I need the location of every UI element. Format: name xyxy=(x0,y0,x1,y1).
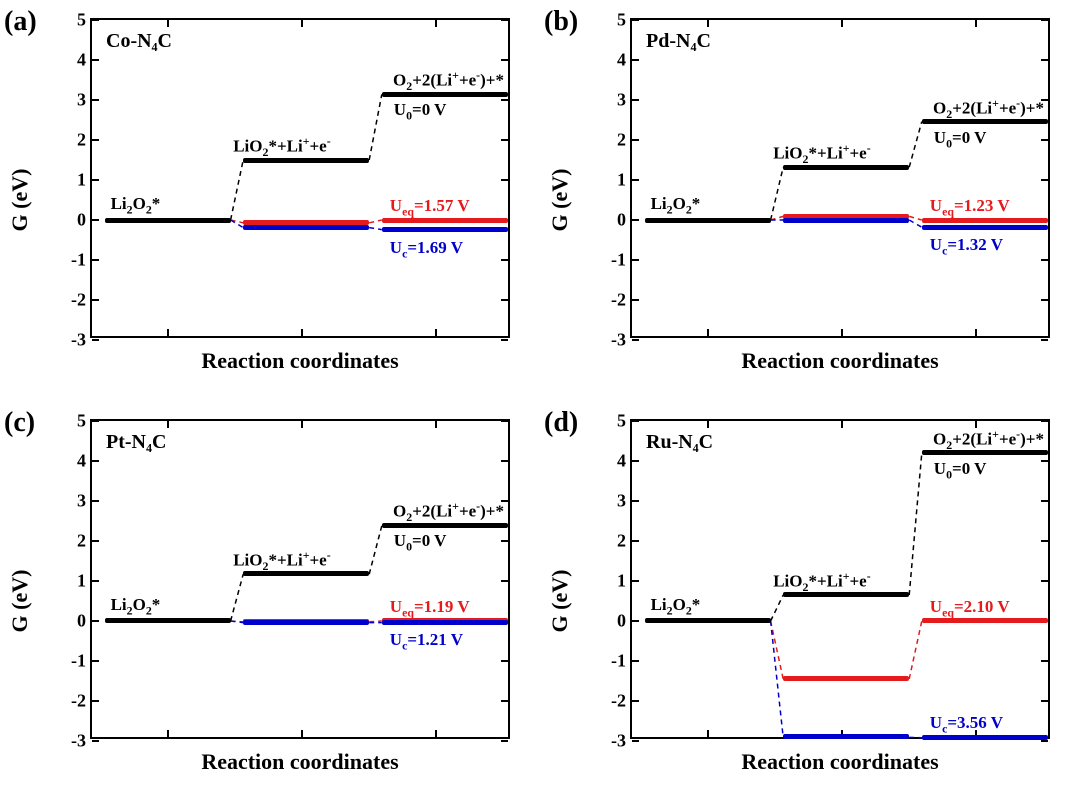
annot-u0: U0=0 V xyxy=(934,128,987,151)
ytick-label: 0 xyxy=(77,610,92,631)
y-axis-label: G (eV) xyxy=(547,569,573,632)
annot-o2: O2+2(Li++e-)+* xyxy=(933,427,1044,453)
y-axis-label: G (eV) xyxy=(7,569,33,632)
ytick-label: 3 xyxy=(77,490,92,511)
energy-level-blue xyxy=(783,218,909,223)
ytick-label: 2 xyxy=(77,530,92,551)
ytick-label: 5 xyxy=(77,10,92,31)
panel-a: (a) G (eV) -3-2-1012345Co-N₄CLi2O2*LiO2*… xyxy=(0,0,540,400)
ytick-label: 2 xyxy=(617,530,632,551)
energy-level-blue xyxy=(243,620,369,625)
annot-li2o2: Li2O2* xyxy=(651,595,701,618)
ytick-label: -3 xyxy=(611,330,632,351)
annot-o2: O2+2(Li++e-)+* xyxy=(933,96,1044,122)
connectors xyxy=(92,421,512,741)
ytick-label: 4 xyxy=(617,50,632,71)
ytick-label: -1 xyxy=(71,250,92,271)
annot-uc: Uc=1.69 V xyxy=(390,238,463,261)
ytick-label: -2 xyxy=(611,290,632,311)
annot-lio2: LiO2*+Li++e- xyxy=(773,141,870,167)
annot-u0: U0=0 V xyxy=(394,531,447,554)
ytick-label: 2 xyxy=(77,130,92,151)
energy-level-black xyxy=(645,218,771,223)
ytick-label: -1 xyxy=(611,250,632,271)
ytick-label: 1 xyxy=(77,170,92,191)
annot-li2o2: Li2O2* xyxy=(651,194,701,217)
ytick-label: 1 xyxy=(617,170,632,191)
annot-u0: U0=0 V xyxy=(934,459,987,482)
ytick-label: -2 xyxy=(71,690,92,711)
annot-uc: Uc=3.56 V xyxy=(930,713,1003,736)
y-axis-label: G (eV) xyxy=(7,169,33,232)
panel-c: (c) G (eV) -3-2-1012345Pt-N₄CLi2O2*LiO2*… xyxy=(0,401,540,801)
plot-area-c: -3-2-1012345Pt-N₄CLi2O2*LiO2*+Li++e-O2+2… xyxy=(90,419,510,739)
ytick-label: -1 xyxy=(71,650,92,671)
ytick-label: -3 xyxy=(611,730,632,751)
ytick-label: 4 xyxy=(617,450,632,471)
ytick-label: 4 xyxy=(77,50,92,71)
ytick-label: -2 xyxy=(611,690,632,711)
ytick-label: -1 xyxy=(611,650,632,671)
annot-u0: U0=0 V xyxy=(394,100,447,123)
annot-uc: Uc=1.32 V xyxy=(930,235,1003,258)
panel-d: (d) G (eV) -3-2-1012345Ru-N₄CLi2O2*LiO2*… xyxy=(540,401,1080,801)
annot-ueq: Ueq=1.19 V xyxy=(390,597,470,620)
ytick-label: 4 xyxy=(77,450,92,471)
ytick-label: -3 xyxy=(71,730,92,751)
ytick-label: 3 xyxy=(77,90,92,111)
annot-lio2: LiO2*+Li++e- xyxy=(773,569,870,595)
panel-label: (b) xyxy=(544,6,578,38)
energy-level-red xyxy=(783,676,909,681)
annot-li2o2: Li2O2* xyxy=(111,595,161,618)
energy-level-black xyxy=(105,218,231,223)
energy-level-blue xyxy=(382,227,508,232)
plot-area-a: -3-2-1012345Co-N₄CLi2O2*LiO2*+Li++e-O2+2… xyxy=(90,18,510,338)
x-axis-label: Reaction coordinates xyxy=(630,749,1050,775)
x-axis-label: Reaction coordinates xyxy=(90,749,510,775)
annot-li2o2: Li2O2* xyxy=(111,194,161,217)
ytick-label: 2 xyxy=(617,130,632,151)
panel-label: (c) xyxy=(4,407,35,439)
ytick-label: 3 xyxy=(617,90,632,111)
energy-level-black xyxy=(105,618,231,623)
ytick-label: 0 xyxy=(617,210,632,231)
annot-lio2: LiO2*+Li++e- xyxy=(233,134,330,160)
energy-level-black xyxy=(645,618,771,623)
figure-grid: (a) G (eV) -3-2-1012345Co-N₄CLi2O2*LiO2*… xyxy=(0,0,1080,801)
ytick-label: 5 xyxy=(77,410,92,431)
x-axis-label: Reaction coordinates xyxy=(630,348,1050,374)
annot-lio2: LiO2*+Li++e- xyxy=(233,548,330,574)
connectors xyxy=(632,20,1052,340)
energy-level-blue xyxy=(243,225,369,230)
plot-area-b: -3-2-1012345Pd-N₄CLi2O2*LiO2*+Li++e-O2+2… xyxy=(630,18,1050,338)
annot-o2: O2+2(Li++e-)+* xyxy=(393,68,504,94)
energy-level-blue xyxy=(922,225,1048,230)
annot-uc: Uc=1.21 V xyxy=(390,630,463,653)
ytick-label: -2 xyxy=(71,290,92,311)
energy-level-blue xyxy=(382,620,508,625)
ytick-label: 1 xyxy=(77,570,92,591)
annot-ueq: Ueq=1.23 V xyxy=(930,196,1010,219)
ytick-label: 5 xyxy=(617,10,632,31)
y-axis-label: G (eV) xyxy=(547,169,573,232)
panel-label: (d) xyxy=(544,407,578,439)
ytick-label: 1 xyxy=(617,570,632,591)
annot-ueq: Ueq=2.10 V xyxy=(930,597,1010,620)
ytick-label: -3 xyxy=(71,330,92,351)
ytick-label: 5 xyxy=(617,410,632,431)
annot-o2: O2+2(Li++e-)+* xyxy=(393,499,504,525)
ytick-label: 3 xyxy=(617,490,632,511)
x-axis-label: Reaction coordinates xyxy=(90,348,510,374)
panel-label: (a) xyxy=(4,6,37,38)
panel-b: (b) G (eV) -3-2-1012345Pd-N₄CLi2O2*LiO2*… xyxy=(540,0,1080,400)
ytick-label: 0 xyxy=(617,610,632,631)
energy-level-blue xyxy=(783,734,909,739)
annot-ueq: Ueq=1.57 V xyxy=(390,196,470,219)
plot-area-d: -3-2-1012345Ru-N₄CLi2O2*LiO2*+Li++e-O2+2… xyxy=(630,419,1050,739)
ytick-label: 0 xyxy=(77,210,92,231)
